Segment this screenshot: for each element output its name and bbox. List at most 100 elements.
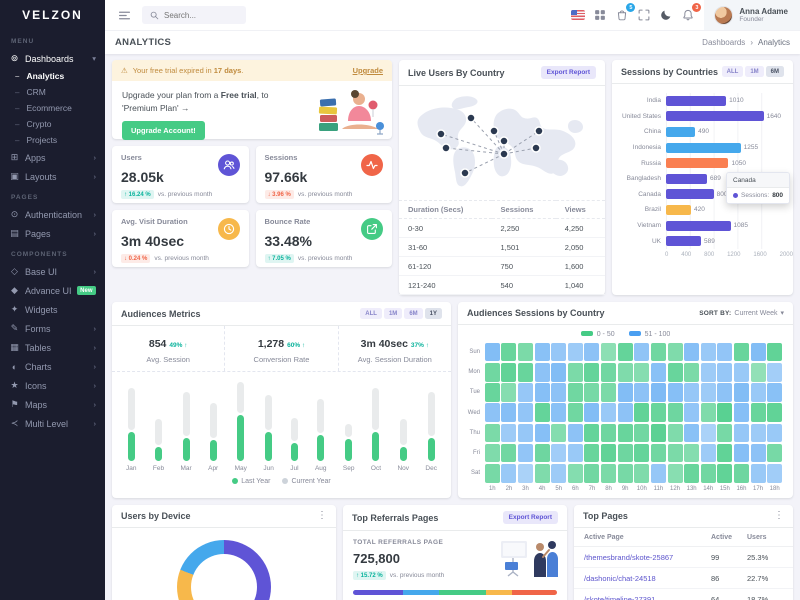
heatmap-cell [733,463,749,483]
cart-icon[interactable]: 5 [611,3,636,26]
sidebar-item-forms[interactable]: ✎ Forms › [0,319,105,338]
heatmap-cell [551,383,567,402]
bar-category-label: China [644,128,661,136]
range-button-all[interactable]: ALL [360,308,382,319]
heatmap-grid: Sun Mon Tue Wed Thu Fri Sat 1h 2h 3h 4h 5h 6h 7h 8h 9h 1… [458,340,793,498]
sidebar-item-widgets[interactable]: ✦ Widgets [0,300,105,319]
hamburger-icon[interactable] [113,4,135,26]
card-menu-icon[interactable]: ⋮ [774,510,784,522]
column-oct: Oct [371,388,381,472]
sidebar-item-authentication[interactable]: ⊙ Authentication › [0,205,105,224]
range-button-1m[interactable]: 1M [383,308,403,319]
table-row: /themesbrand/skote-25867 99 25.3% [574,547,793,569]
language-flag-button[interactable] [567,4,589,26]
upgrade-account-button[interactable]: Upgrade Account! [122,120,205,140]
heatmap-cell [601,403,617,422]
referrals-delta-badge: ↑ 15.72 % [353,571,386,581]
sidebar-item-icons[interactable]: ★ Icons › [0,376,105,395]
heatmap-cell [750,423,766,443]
export-report-button[interactable]: Export Report [502,511,558,525]
range-button-1m[interactable]: 1M [745,66,764,77]
x-axis-label: Dec [425,465,437,472]
heatmap-cell [501,463,517,483]
pages-icon: ▤ [10,228,19,238]
sidebar-item-layouts[interactable]: ▣ Layouts › [0,167,105,186]
notifications-bell-icon[interactable]: 3 [677,3,702,26]
authentication-icon: ⊙ [10,209,19,219]
sidebar-subitem-crm[interactable]: CRM [0,84,105,100]
sidebar-subitem-analytics[interactable]: Analytics [0,68,105,84]
export-report-button[interactable]: Export Report [540,66,596,79]
user-name: Anna Adame [739,6,788,16]
range-button-6m[interactable]: 6M [765,66,784,77]
sidebar-item-tables[interactable]: ▦ Tables › [0,338,105,357]
x-axis-tick: 800 [704,251,715,258]
sidebar-subitem-ecommerce[interactable]: Ecommerce [0,100,105,116]
chevron-right-icon: › [93,343,97,352]
heatmap-cell [551,463,567,483]
sidebar-item-label: Base UI [25,266,58,277]
sidebar-item-base-ui[interactable]: ◇ Base UI › [0,262,105,281]
apps-grid-icon[interactable] [589,4,611,26]
bar [666,158,729,169]
x-axis-label: 15h [719,486,730,493]
heatmap-cell [634,362,650,382]
heatmap-cell [767,362,783,382]
breadcrumb: Dashboards › Analytics [702,38,790,47]
heatmap-cell [667,362,683,382]
x-axis-label: 9h [621,486,629,493]
x-axis-label: 13h [686,486,697,493]
active-page-link[interactable]: /skote/timeline-27391 [584,594,656,600]
user-menu[interactable]: Anna Adame Founder [704,0,800,30]
search-input[interactable] [164,10,242,20]
heatmap-cell [518,342,534,362]
sidebar-item-maps[interactable]: ⚑ Maps › [0,395,105,414]
heatmap-cell [717,362,733,382]
fullscreen-icon[interactable] [633,4,655,26]
sidebar-item-advance-ui[interactable]: ◆ Advance UI New [0,281,105,300]
stat-delta-badge: ↓ 0.24 % [121,254,151,263]
sidebar-item-label: Tables [25,342,52,353]
sidebar-item-multi-level[interactable]: ≺ Multi Level › [0,414,105,433]
stat-footer: ↑ 7.05 % vs. previous month [264,254,384,263]
sidebar-item-pages[interactable]: ▤ Pages › [0,224,105,243]
sidebar-item-charts[interactable]: ◐ Charts › [0,357,105,376]
users-percent: 25.3% [747,552,769,562]
card-menu-icon[interactable]: ⋮ [317,510,327,522]
stat-delta-note: vs. previous month [157,191,213,198]
sidebar-subitem-crypto[interactable]: Crypto [0,116,105,132]
last-year-segment [399,446,407,461]
audience-stat-delta: 49% ↑ [169,342,188,349]
sidebar-subitem-projects[interactable]: Projects [0,132,105,148]
active-page-link[interactable]: /dashonic/chat-24518 [584,573,656,583]
sidebar-item-label: Layouts [25,171,57,182]
icons-icon: ★ [10,380,19,390]
tooltip-series-dot [733,193,738,198]
audience-stat-value-row: 3m 40sec 37% ↑ [339,334,451,352]
sort-by-dropdown[interactable]: SORT BY: Current Week ▾ [699,309,784,318]
legend-dot [282,478,289,484]
range-button-6m[interactable]: 6M [404,308,423,319]
search-box[interactable] [142,6,246,24]
sidebar: VELZON MENU ⊚ Dashboards ▾ Analytics CRM Ecomm… [0,0,105,600]
upgrade-link[interactable]: Upgrade [352,66,383,75]
breadcrumb-parent[interactable]: Dashboards [702,38,746,47]
sidebar-item-dashboards[interactable]: ⊚ Dashboards ▾ [0,49,105,68]
x-axis-label: 6h [572,486,579,493]
heatmap-cell [484,463,500,483]
heatmap-cell [634,463,650,483]
range-button-all[interactable]: ALL [721,66,744,77]
widgets-icon: ✦ [10,304,19,314]
referral-bar-segment [438,590,486,596]
x-axis-label: 3h [522,486,529,493]
heatmap-cell [484,362,500,382]
bar-value-label: 689 [709,175,721,183]
x-axis-label: Mar [180,465,192,472]
sidebar-item-label: Authentication [25,209,83,220]
range-button-1y[interactable]: 1Y [424,308,442,319]
sidebar-item-apps[interactable]: ⊞ Apps › [0,148,105,167]
dark-mode-moon-icon[interactable] [655,4,677,26]
table-cell: 750 [491,256,556,276]
active-page-link[interactable]: /themesbrand/skote-25867 [584,552,674,562]
heatmap-cell [601,443,617,463]
